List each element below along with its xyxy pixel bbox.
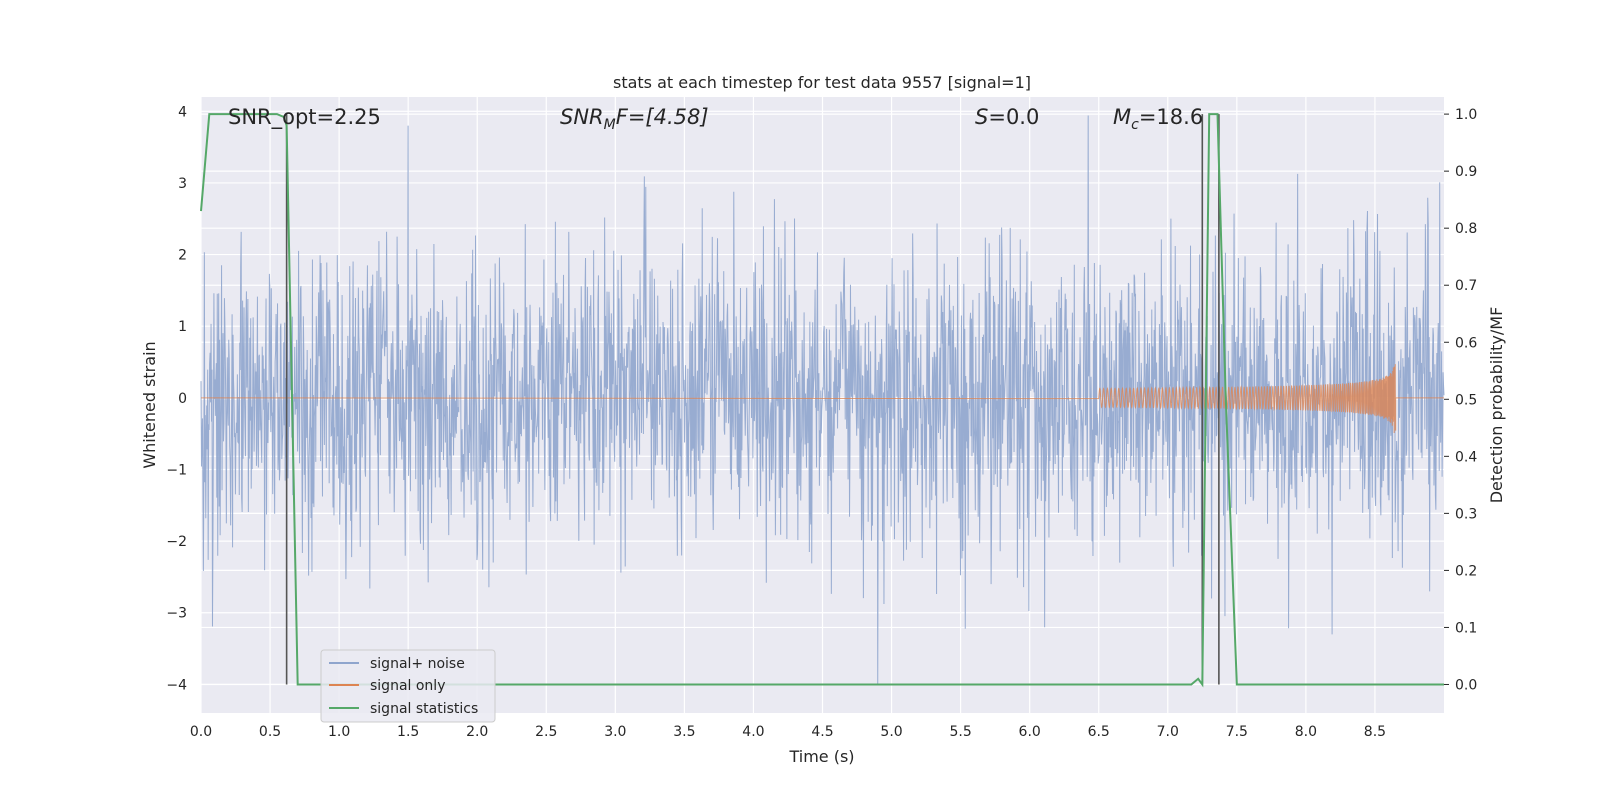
y-tick-label-right: 1.0	[1455, 107, 1477, 123]
statistics-series	[200, 113, 1444, 688]
x-tick-label: 6.0	[1019, 724, 1041, 740]
marker-lines	[285, 114, 1220, 685]
y-tick-label-right: 0.4	[1455, 449, 1477, 465]
x-tick-label: 5.0	[880, 724, 902, 740]
x-tick-label: 7.0	[1157, 724, 1179, 740]
x-tick-label: 7.5	[1226, 724, 1248, 740]
x-tick-label: 2.0	[466, 724, 488, 740]
y-tick-label-left: 1	[178, 319, 187, 335]
annotation-s: S=0.0	[975, 105, 1039, 129]
y-tick-label-right: 0.6	[1455, 335, 1477, 351]
y-tick-label-left: 3	[178, 176, 187, 192]
x-tick-label: 0.0	[190, 724, 212, 740]
statistics-line	[200, 113, 1444, 688]
y-tick-label-left: 0	[178, 391, 187, 407]
y-tick-label-right: 0.0	[1455, 677, 1477, 693]
x-tick-label: 3.5	[673, 724, 695, 740]
x-tick-label: 8.5	[1364, 724, 1386, 740]
y-tick-label-left: 4	[178, 104, 187, 120]
noise-line	[200, 115, 1445, 685]
legend-box	[320, 649, 496, 723]
y-tick-label-left: −1	[166, 462, 187, 478]
y-tick-label-left: −3	[166, 606, 187, 622]
y-axis-label-left: Whitened strain	[140, 341, 159, 468]
x-axis-label: Time (s)	[788, 747, 854, 766]
y-tick-label-right: 0.8	[1455, 221, 1477, 237]
legend: signal+ noise signal only signal statist…	[320, 649, 496, 723]
y-tick-label-right: 0.3	[1455, 506, 1477, 522]
legend-label-noise: signal+ noise	[370, 656, 465, 672]
annotation-mc: Mc=18.6	[1113, 105, 1203, 133]
y-tick-label-right: 0.5	[1455, 392, 1477, 408]
signal-line	[200, 364, 1444, 433]
x-tick-label: 3.0	[604, 724, 626, 740]
y-axis-label-right: Detection probability/MF	[1487, 307, 1506, 504]
y-tick-label-right: 0.9	[1455, 164, 1477, 180]
x-tick-label: 4.0	[742, 724, 764, 740]
annotation-snr-mf: SNRMF=[4.58]	[560, 105, 709, 133]
x-tick-label: 1.0	[328, 724, 350, 740]
annotation-snr-opt: SNR_opt=2.25	[228, 105, 381, 130]
x-tick-label: 6.5	[1088, 724, 1110, 740]
legend-label-statistics: signal statistics	[370, 701, 478, 717]
x-tick-label: 0.5	[259, 724, 281, 740]
x-tick-label: 2.5	[535, 724, 557, 740]
y-tick-label-left: −4	[166, 677, 187, 693]
signal-series	[200, 364, 1444, 433]
y-tick-label-right: 0.7	[1455, 278, 1477, 294]
y-tick-label-left: −2	[166, 534, 187, 550]
noise-series	[200, 115, 1445, 685]
chart-title: stats at each timestep for test data 955…	[613, 73, 1031, 92]
x-tick-label: 4.5	[811, 724, 833, 740]
x-tick-label: 1.5	[397, 724, 419, 740]
x-tick-label: 5.5	[949, 724, 971, 740]
y-tick-label-right: 0.1	[1455, 620, 1477, 636]
x-tick-label: 8.0	[1295, 724, 1317, 740]
axis-ticks: 0.0 0.5 1.0 1.5 2.0 2.5 3.0 3.5 4.0 4.5 5.0 5.5 6.0 6…	[166, 104, 1477, 740]
y-tick-label-right: 0.2	[1455, 563, 1477, 579]
y-tick-label-left: 2	[178, 248, 187, 264]
legend-label-signal: signal only	[370, 678, 445, 694]
